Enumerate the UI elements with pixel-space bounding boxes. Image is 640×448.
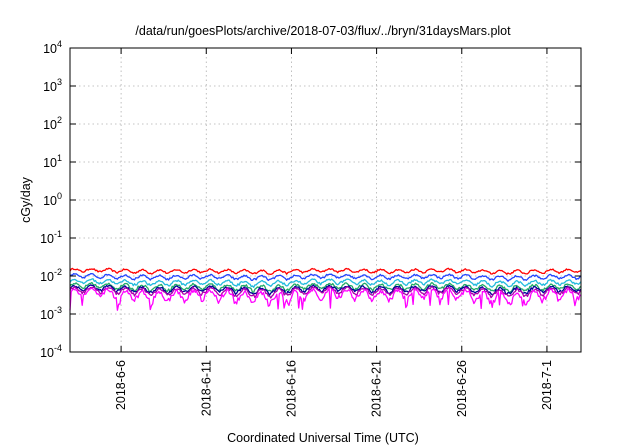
x-tick-label: 2018-7-1 (540, 360, 554, 410)
series-line (69, 284, 582, 296)
x-tick-label: 2018-6-26 (455, 360, 469, 417)
x-tick-label: 2018-6-21 (370, 360, 384, 417)
axes: 10-4 10-3 10-2 10-1 100 101 102 103 104 2018-6-6 2… (40, 39, 581, 417)
chart-title: /data/run/goesPlots/archive/2018-07-03/f… (135, 24, 511, 38)
y-tick-label: 10-1 (40, 229, 62, 246)
series-line (69, 287, 582, 311)
x-axis-label: Coordinated Universal Time (UTC) (227, 431, 419, 445)
series-line (69, 285, 582, 299)
x-tick-label: 2018-6-16 (284, 360, 298, 417)
series-line (69, 278, 582, 288)
y-tick-label: 10-4 (40, 343, 62, 360)
y-tick-label: 10-2 (40, 267, 62, 284)
y-tick-label: 100 (43, 191, 62, 208)
y-tick-label: 10-3 (40, 305, 62, 322)
y-tick-label: 102 (43, 115, 62, 132)
y-tick-label: 103 (43, 77, 62, 94)
series-group (69, 267, 582, 311)
y-tick-label: 101 (43, 153, 62, 170)
series-line (69, 267, 582, 276)
y-tick-label: 104 (43, 39, 62, 56)
grid (70, 48, 581, 352)
series-line (69, 272, 582, 282)
y-axis-label: cGy/day (19, 176, 33, 223)
x-tick-label: 2018-6-6 (114, 360, 128, 410)
x-tick-label: 2018-6-11 (199, 360, 213, 416)
